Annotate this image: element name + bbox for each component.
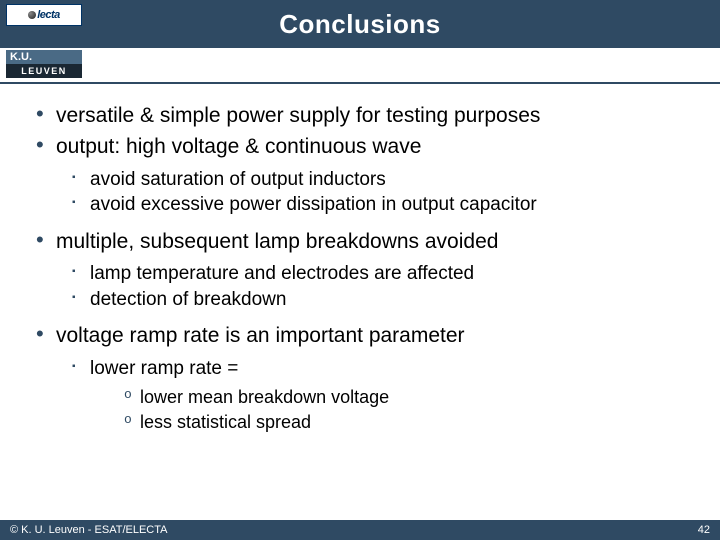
content-area: versatile & simple power supply for test…: [0, 84, 720, 434]
header-bar: lecta Conclusions: [0, 0, 720, 48]
page-number: 42: [698, 524, 710, 536]
electa-logo: lecta: [6, 4, 82, 26]
sub-list: avoid saturation of output inductors avo…: [56, 167, 690, 218]
ku-logo-top: K.U.: [6, 50, 82, 64]
subsub-list: lower mean breakdown voltage less statis…: [90, 385, 690, 434]
footer-bar: © K. U. Leuven - ESAT/ELECTA 42: [0, 520, 720, 540]
ku-logo-bottom: LEUVEN: [6, 64, 82, 78]
sub-bullet: avoid saturation of output inductors: [56, 167, 690, 193]
bullet: voltage ramp rate is an important parame…: [30, 322, 690, 434]
subsub-bullet: lower mean breakdown voltage: [90, 385, 690, 409]
footer-left: © K. U. Leuven - ESAT/ELECTA: [10, 524, 167, 536]
bullet: output: high voltage & continuous wave a…: [30, 133, 690, 218]
bullet: multiple, subsequent lamp breakdowns avo…: [30, 228, 690, 313]
sub-bullet: avoid excessive power dissipation in out…: [56, 192, 690, 218]
sub-bullet: detection of breakdown: [56, 287, 690, 313]
sub-list: lamp temperature and electrodes are affe…: [56, 261, 690, 312]
subheader: K.U. LEUVEN: [0, 48, 720, 84]
bullet: versatile & simple power supply for test…: [30, 102, 690, 129]
slide-title: Conclusions: [0, 9, 720, 40]
ku-leuven-logo: K.U. LEUVEN: [6, 50, 82, 80]
sub-list: lower ramp rate = lower mean breakdown v…: [56, 356, 690, 434]
sub-bullet: lower ramp rate = lower mean breakdown v…: [56, 356, 690, 434]
main-list: versatile & simple power supply for test…: [30, 102, 690, 434]
subsub-bullet: less statistical spread: [90, 410, 690, 434]
sub-bullet: lamp temperature and electrodes are affe…: [56, 261, 690, 287]
logo-text: lecta: [37, 9, 60, 21]
